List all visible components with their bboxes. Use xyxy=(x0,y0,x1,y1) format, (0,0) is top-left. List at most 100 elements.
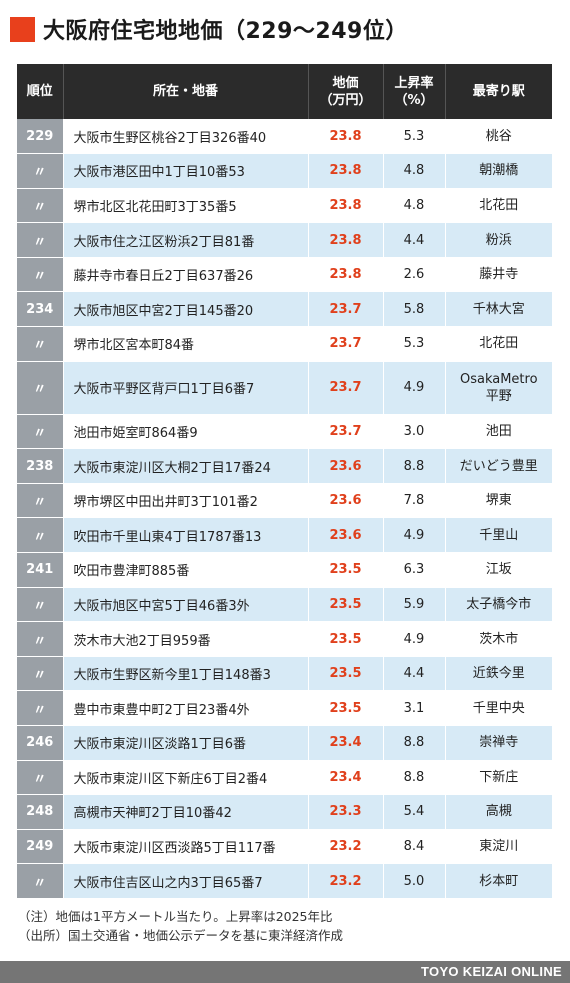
rank-cell: 〃 xyxy=(17,483,64,519)
price-cell: 23.4 xyxy=(308,725,384,761)
rate-cell: 4.8 xyxy=(383,153,446,189)
station-cell: 近鉄今里 xyxy=(445,656,552,692)
station-cell: 高槻 xyxy=(445,794,552,830)
station-cell: OsakaMetro 平野 xyxy=(445,361,552,415)
station-name: 太子橋今市 xyxy=(466,596,532,612)
station-cell: 朝潮橋 xyxy=(445,153,552,189)
rank-cell: 238 xyxy=(17,448,64,484)
station-cell: 千里中央 xyxy=(445,690,552,726)
rate-cell: 5.0 xyxy=(383,863,446,899)
price-cell: 23.8 xyxy=(308,257,384,293)
rank-cell: 〃 xyxy=(17,326,64,362)
station-name: 高槻 xyxy=(485,804,512,820)
header-price-line2: （万円） xyxy=(319,92,372,108)
table-row: 249 大阪市東淀川区西淡路5丁目117番 23.2 8.4 東淀川 xyxy=(17,829,552,865)
station-name: 近鉄今里 xyxy=(472,666,525,682)
station-cell: 千里山 xyxy=(445,517,552,554)
station-name: 千林大宮 xyxy=(472,301,525,317)
address-cell: 大阪市東淀川区西淡路5丁目117番 xyxy=(63,829,309,865)
price-cell: 23.5 xyxy=(308,690,384,726)
station-name: 千里山 xyxy=(479,527,519,543)
rate-cell: 7.8 xyxy=(383,483,446,519)
rate-cell: 6.3 xyxy=(383,552,446,588)
rank-cell: 〃 xyxy=(17,153,64,189)
station-cell: 太子橋今市 xyxy=(445,587,552,623)
rate-cell: 4.9 xyxy=(383,517,446,554)
rank-cell: 〃 xyxy=(17,257,64,293)
rate-cell: 3.1 xyxy=(383,690,446,726)
table-row: 〃池田市姫室町864番9 23.7 3.0 池田 xyxy=(17,414,552,450)
rate-cell: 5.3 xyxy=(383,119,446,155)
station-name: 江坂 xyxy=(485,562,512,578)
station-name: 下新庄 xyxy=(479,769,519,785)
address-cell: 高槻市天神町2丁目10番42 xyxy=(63,794,309,830)
price-cell: 23.6 xyxy=(308,517,384,554)
title-bar: 大阪府住宅地地価（229〜249位） xyxy=(10,13,408,45)
table-row: 〃大阪市平野区背戸口1丁目6番7 23.7 4.9 OsakaMetro 平野 xyxy=(17,361,552,415)
price-cell: 23.8 xyxy=(308,119,384,155)
station-name: だいどう豊里 xyxy=(459,458,538,474)
station-cell: 崇禅寺 xyxy=(445,725,552,761)
station-cell: 江坂 xyxy=(445,552,552,588)
price-cell: 23.8 xyxy=(308,222,384,258)
table-row: 〃大阪市住之江区粉浜2丁目81番 23.8 4.4 粉浜 xyxy=(17,222,552,258)
table-row: 〃豊中市東豊中町2丁目23番4外 23.5 3.1 千里中央 xyxy=(17,690,552,726)
rate-cell: 8.8 xyxy=(383,760,446,796)
price-cell: 23.7 xyxy=(308,414,384,450)
price-cell: 23.6 xyxy=(308,483,384,519)
table-row: 〃吹田市千里山東4丁目1787番13 23.6 4.9 千里山 xyxy=(17,517,552,554)
footnote-source: （出所）国土交通省・地価公示データを基に東洋経済作成 xyxy=(18,928,344,943)
station-name: 堺東 xyxy=(485,493,512,509)
header-rank: 順位 xyxy=(17,64,64,119)
price-cell: 23.7 xyxy=(308,361,384,415)
rate-cell: 8.8 xyxy=(383,448,446,484)
address-cell: 大阪市生野区新今里1丁目148番3 xyxy=(63,656,309,692)
rank-cell: 〃 xyxy=(17,517,64,554)
table-row: 〃大阪市東淀川区下新庄6丁目2番4 23.4 8.8 下新庄 xyxy=(17,760,552,796)
address-cell: 大阪市生野区桃谷2丁目326番40 xyxy=(63,119,309,155)
table-row: 〃大阪市港区田中1丁目10番53 23.8 4.8 朝潮橋 xyxy=(17,153,552,189)
ranking-table: 順位 所在・地番 地価 （万円） 上昇率 （%） 最寄り駅 229 大阪市生野区桃谷2… xyxy=(17,64,552,899)
price-cell: 23.6 xyxy=(308,448,384,484)
table-row: 238 大阪市東淀川区大桐2丁目17番24 23.6 8.8 だいどう豊里 xyxy=(17,448,552,484)
rate-cell: 5.4 xyxy=(383,794,446,830)
rate-cell: 4.9 xyxy=(383,361,446,415)
header-price: 地価 （万円） xyxy=(308,64,384,119)
price-cell: 23.8 xyxy=(308,188,384,224)
rate-cell: 5.3 xyxy=(383,326,446,362)
station-cell: 茨木市 xyxy=(445,621,552,657)
address-cell: 大阪市旭区中宮5丁目46番3外 xyxy=(63,587,309,623)
price-cell: 23.2 xyxy=(308,863,384,899)
rate-cell: 4.8 xyxy=(383,188,446,224)
table-row: 〃堺市北区北花田町3丁35番5 23.8 4.8 北花田 xyxy=(17,188,552,224)
rank-cell: 〃 xyxy=(17,222,64,258)
rank-cell: 229 xyxy=(17,119,64,155)
rank-cell: 〃 xyxy=(17,863,64,899)
station-name: OsakaMetro xyxy=(459,371,538,387)
table-row: 〃大阪市生野区新今里1丁目148番3 23.5 4.4 近鉄今里 xyxy=(17,656,552,692)
price-cell: 23.2 xyxy=(308,829,384,865)
address-cell: 吹田市豊津町885番 xyxy=(63,552,309,588)
price-cell: 23.5 xyxy=(308,621,384,657)
station-cell: 北花田 xyxy=(445,188,552,224)
rank-cell: 〃 xyxy=(17,414,64,450)
page-title: 大阪府住宅地地価（229〜249位） xyxy=(43,19,408,44)
station-name: 杉本町 xyxy=(479,873,519,889)
station-name: 東淀川 xyxy=(479,839,519,855)
table-body: 229 大阪市生野区桃谷2丁目326番40 23.8 5.3 桃谷〃大阪市港区田中1丁目… xyxy=(17,119,552,899)
title-marker xyxy=(10,16,35,42)
address-cell: 池田市姫室町864番9 xyxy=(63,414,309,450)
table-row: 229 大阪市生野区桃谷2丁目326番40 23.8 5.3 桃谷 xyxy=(17,119,552,155)
address-cell: 大阪市住吉区山之内3丁目65番7 xyxy=(63,863,309,899)
price-cell: 23.5 xyxy=(308,656,384,692)
station-name: 池田 xyxy=(485,423,512,439)
table-row: 〃堺市北区宮本町84番 23.7 5.3 北花田 xyxy=(17,326,552,362)
station-name: 粉浜 xyxy=(485,232,512,248)
address-cell: 大阪市旭区中宮2丁目145番20 xyxy=(63,291,309,328)
station-name-line2: 平野 xyxy=(485,388,512,404)
address-cell: 堺市北区宮本町84番 xyxy=(63,326,309,362)
price-cell: 23.7 xyxy=(308,326,384,362)
address-cell: 豊中市東豊中町2丁目23番4外 xyxy=(63,690,309,726)
station-name: 桃谷 xyxy=(485,128,512,144)
table-row: 〃藤井寺市春日丘2丁目637番26 23.8 2.6 藤井寺 xyxy=(17,257,552,293)
